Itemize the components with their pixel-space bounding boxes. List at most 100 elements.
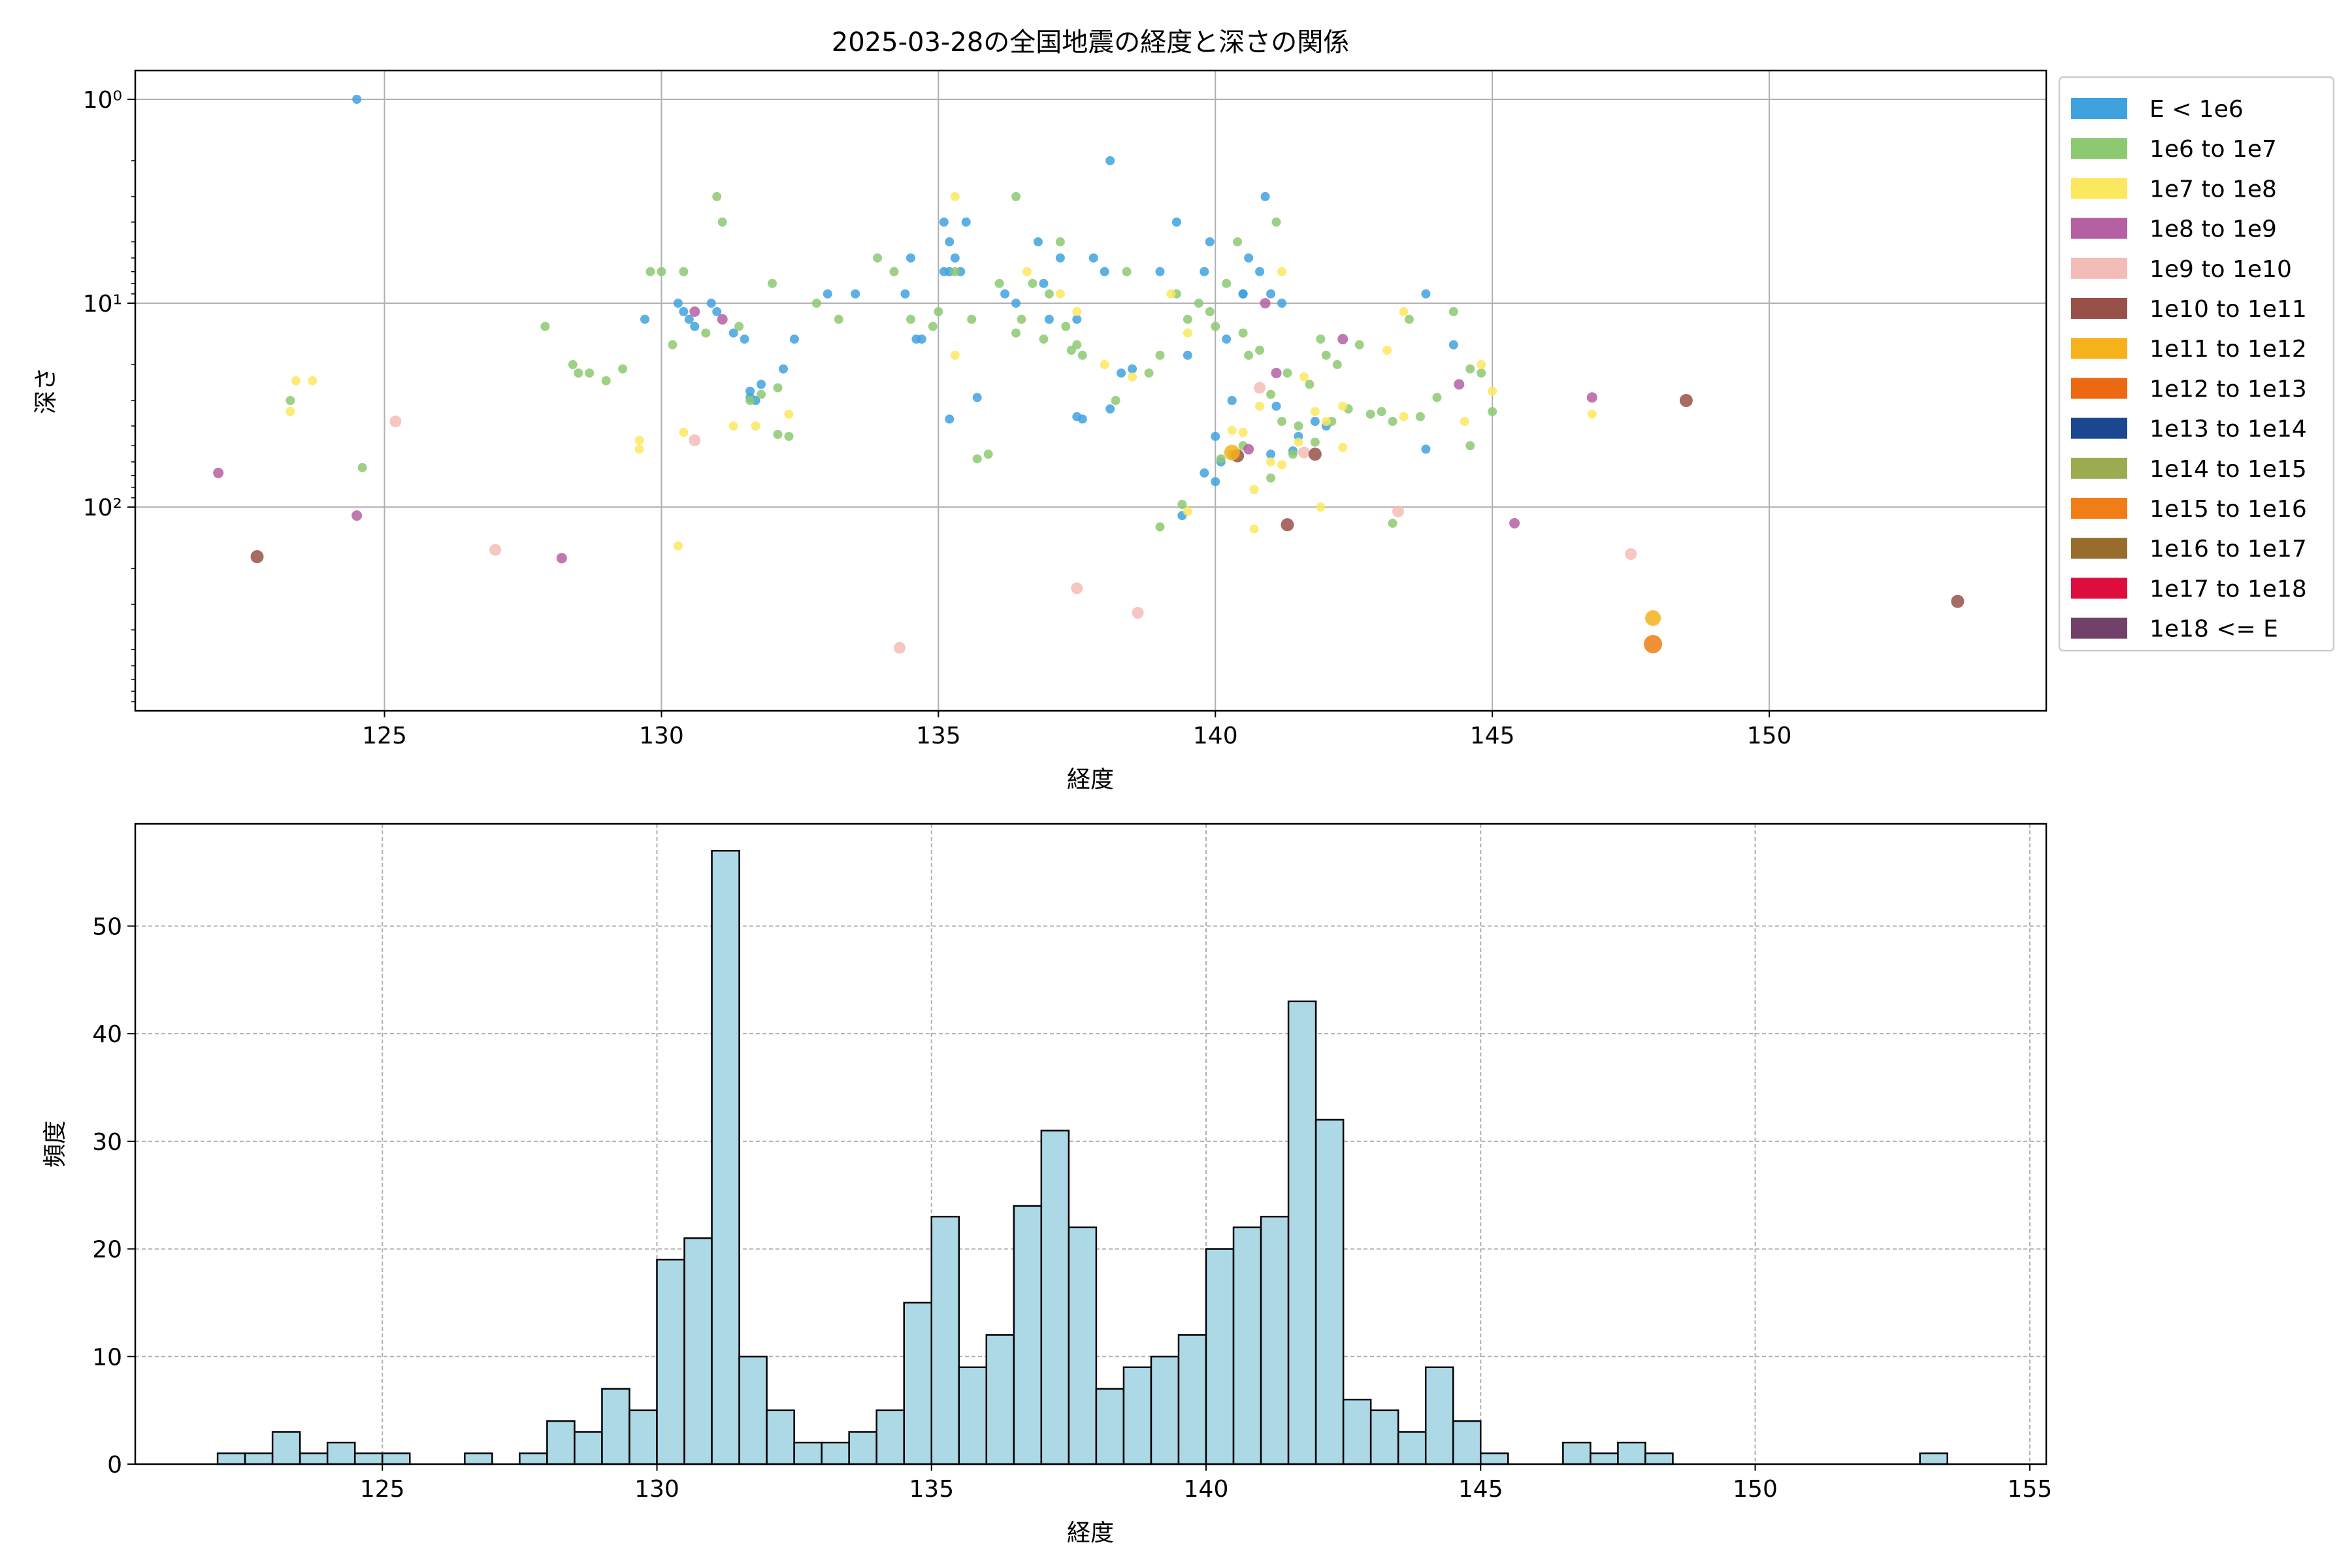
scatter-point bbox=[1332, 360, 1342, 370]
histogram-bar bbox=[1397, 1431, 1427, 1465]
histogram-bar bbox=[381, 1452, 411, 1465]
scatter-point bbox=[811, 299, 821, 308]
scatter-point bbox=[1399, 412, 1409, 421]
scatter-point bbox=[1254, 382, 1266, 394]
histogram-bar bbox=[1644, 1452, 1674, 1465]
scatter-point bbox=[928, 321, 938, 331]
scatter-point bbox=[1255, 267, 1265, 276]
scatter-point bbox=[679, 307, 689, 317]
scatter-point bbox=[1111, 396, 1120, 405]
scatter-point bbox=[751, 421, 760, 431]
scatter-point bbox=[601, 376, 611, 385]
histogram-y-tick-label: 40 bbox=[92, 1021, 122, 1048]
histogram-bar bbox=[958, 1366, 988, 1465]
scatter-point bbox=[1488, 386, 1497, 396]
legend-swatch bbox=[2071, 138, 2127, 159]
scatter-point bbox=[1271, 367, 1282, 378]
histogram-bar bbox=[629, 1409, 658, 1465]
scatter-y-tick-label: 10¹ bbox=[83, 291, 122, 318]
scatter-point bbox=[1266, 449, 1276, 459]
scatter-point bbox=[1166, 289, 1176, 299]
scatter-point bbox=[1183, 328, 1192, 338]
scatter-point bbox=[389, 416, 402, 428]
legend-label: 1e12 to 1e13 bbox=[2149, 376, 2307, 402]
scatter-point bbox=[1183, 506, 1192, 516]
scatter-x-tick-label: 130 bbox=[639, 723, 684, 749]
scatter-point bbox=[1100, 267, 1109, 276]
scatter-x-tick-label: 125 bbox=[362, 723, 407, 749]
histogram-bar bbox=[1919, 1452, 1948, 1465]
histogram-bar bbox=[1232, 1226, 1262, 1465]
scatter-point bbox=[1465, 441, 1475, 451]
histogram-bar bbox=[271, 1431, 301, 1465]
scatter-point bbox=[1044, 314, 1054, 324]
histogram-y-tick-label: 30 bbox=[92, 1129, 122, 1156]
scatter-point bbox=[945, 414, 955, 424]
scatter-point bbox=[939, 217, 949, 227]
scatter-point bbox=[906, 314, 915, 324]
scatter-point bbox=[1088, 253, 1098, 263]
scatter-point bbox=[967, 314, 977, 324]
scatter-point bbox=[1338, 442, 1348, 452]
scatter-point bbox=[1224, 444, 1240, 461]
scatter-point bbox=[645, 267, 655, 276]
histogram-y-tick-label: 0 bbox=[107, 1452, 122, 1478]
scatter-point bbox=[668, 340, 678, 350]
scatter-y-tick-label: 10⁰ bbox=[83, 87, 122, 114]
histogram-bar bbox=[930, 1215, 960, 1465]
scatter-point bbox=[728, 421, 738, 431]
scatter-point bbox=[1625, 548, 1637, 561]
scatter-point bbox=[784, 431, 794, 441]
legend-label: 1e14 to 1e15 bbox=[2149, 456, 2307, 483]
scatter-point bbox=[556, 553, 567, 564]
scatter-point bbox=[1183, 314, 1192, 324]
scatter-point bbox=[1011, 191, 1021, 201]
scatter-point bbox=[1077, 350, 1087, 360]
scatter-point bbox=[1377, 406, 1386, 416]
histogram-bar bbox=[216, 1452, 246, 1465]
scatter-point bbox=[712, 307, 722, 317]
legend-label: 1e9 to 1e10 bbox=[2149, 256, 2292, 283]
scatter-point bbox=[1509, 517, 1520, 529]
scatter-point bbox=[1266, 389, 1276, 399]
scatter-point bbox=[1132, 607, 1144, 619]
scatter-point bbox=[1388, 518, 1397, 528]
histogram-y-label: 頻度 bbox=[42, 1120, 69, 1168]
scatter-point bbox=[945, 237, 955, 247]
histogram-x-tick-label: 125 bbox=[360, 1476, 405, 1503]
scatter-point bbox=[1277, 299, 1286, 308]
scatter-point bbox=[308, 376, 318, 385]
scatter-point bbox=[950, 267, 960, 276]
scatter-point bbox=[1477, 368, 1486, 378]
scatter-point bbox=[1200, 468, 1209, 478]
scatter-point bbox=[745, 396, 755, 405]
histogram-bar bbox=[1617, 1441, 1646, 1465]
scatter-point bbox=[679, 267, 689, 276]
legend-swatch bbox=[2071, 417, 2127, 439]
scatter-point bbox=[352, 95, 362, 104]
scatter-point bbox=[701, 328, 711, 338]
scatter-point bbox=[1260, 298, 1271, 309]
scatter-point bbox=[1155, 522, 1165, 532]
scatter-point bbox=[1072, 314, 1082, 324]
histogram-bar bbox=[1013, 1205, 1043, 1465]
histogram-y-tick-label: 20 bbox=[92, 1237, 122, 1264]
histogram-bars bbox=[216, 849, 1948, 1465]
scatter-point bbox=[994, 278, 1004, 288]
scatter-point bbox=[906, 253, 915, 263]
legend-frame bbox=[2058, 76, 2335, 652]
legend-swatch bbox=[2071, 538, 2127, 559]
scatter-point bbox=[634, 444, 644, 454]
scatter-point bbox=[1448, 340, 1458, 350]
histogram-frame bbox=[134, 823, 2048, 1465]
scatter-point bbox=[1338, 401, 1348, 411]
scatter-point bbox=[1432, 393, 1442, 402]
histogram-plot: 125 130 135 140 145 150 155 0 10 20 30 40 50 経度 頻度 bbox=[42, 823, 2052, 1546]
histogram-bar bbox=[601, 1388, 630, 1465]
histogram-bar bbox=[1342, 1398, 1372, 1465]
scatter-point bbox=[1266, 289, 1276, 299]
scatter-point bbox=[773, 383, 783, 393]
scatter-point bbox=[1211, 477, 1220, 487]
scatter-point bbox=[1233, 237, 1243, 247]
scatter-point bbox=[1271, 401, 1281, 411]
